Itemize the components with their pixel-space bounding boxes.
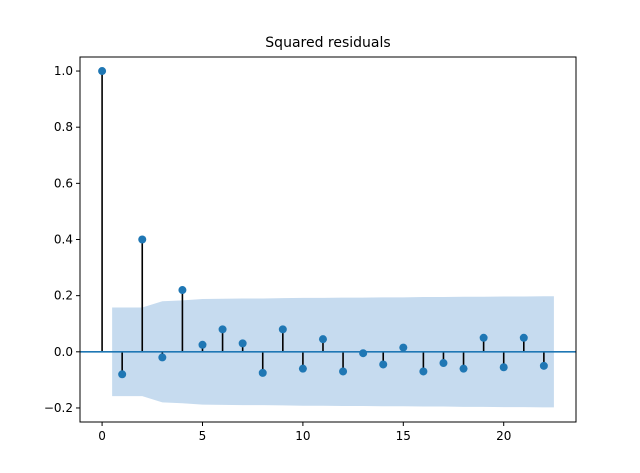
- acf-point: [539, 361, 548, 370]
- x-tick-label: 15: [396, 429, 411, 443]
- x-tick-label: 20: [496, 429, 511, 443]
- y-tick-label: 0.4: [54, 233, 73, 247]
- acf-point: [459, 364, 468, 373]
- plot-area: [80, 67, 576, 408]
- acf-point: [399, 343, 408, 352]
- x-tick-label: 5: [199, 429, 207, 443]
- acf-point: [298, 364, 307, 373]
- y-tick-label: 0.6: [54, 176, 73, 190]
- acf-point: [318, 335, 327, 344]
- x-tick-label: 10: [295, 429, 310, 443]
- acf-point: [138, 235, 147, 244]
- acf-point: [519, 333, 528, 342]
- acf-point: [278, 325, 287, 334]
- x-axis: 0 5 10 15 20: [98, 422, 511, 443]
- acf-point: [198, 340, 207, 349]
- y-tick-label: 0.2: [54, 289, 73, 303]
- acf-point: [479, 333, 488, 342]
- acf-point: [118, 370, 127, 379]
- acf-point: [359, 349, 368, 358]
- acf-point: [178, 286, 187, 295]
- acf-point: [258, 368, 267, 377]
- acf-point: [238, 339, 247, 348]
- x-tick-label: 0: [98, 429, 106, 443]
- acf-point: [98, 67, 107, 76]
- acf-point: [439, 359, 448, 368]
- y-tick-label: 0.0: [54, 345, 73, 359]
- y-tick-label: −0.2: [44, 401, 73, 415]
- chart-title: Squared residuals: [265, 35, 390, 51]
- acf-point: [419, 367, 428, 376]
- acf-point: [339, 367, 348, 376]
- acf-point: [158, 353, 167, 362]
- acf-point: [499, 363, 508, 372]
- acf-point: [218, 325, 227, 334]
- acf-point: [379, 360, 388, 369]
- y-tick-label: 0.8: [54, 120, 73, 134]
- y-axis: −0.2 0.0 0.2 0.4 0.6 0.8 1.0: [44, 64, 80, 415]
- y-tick-label: 1.0: [54, 64, 73, 78]
